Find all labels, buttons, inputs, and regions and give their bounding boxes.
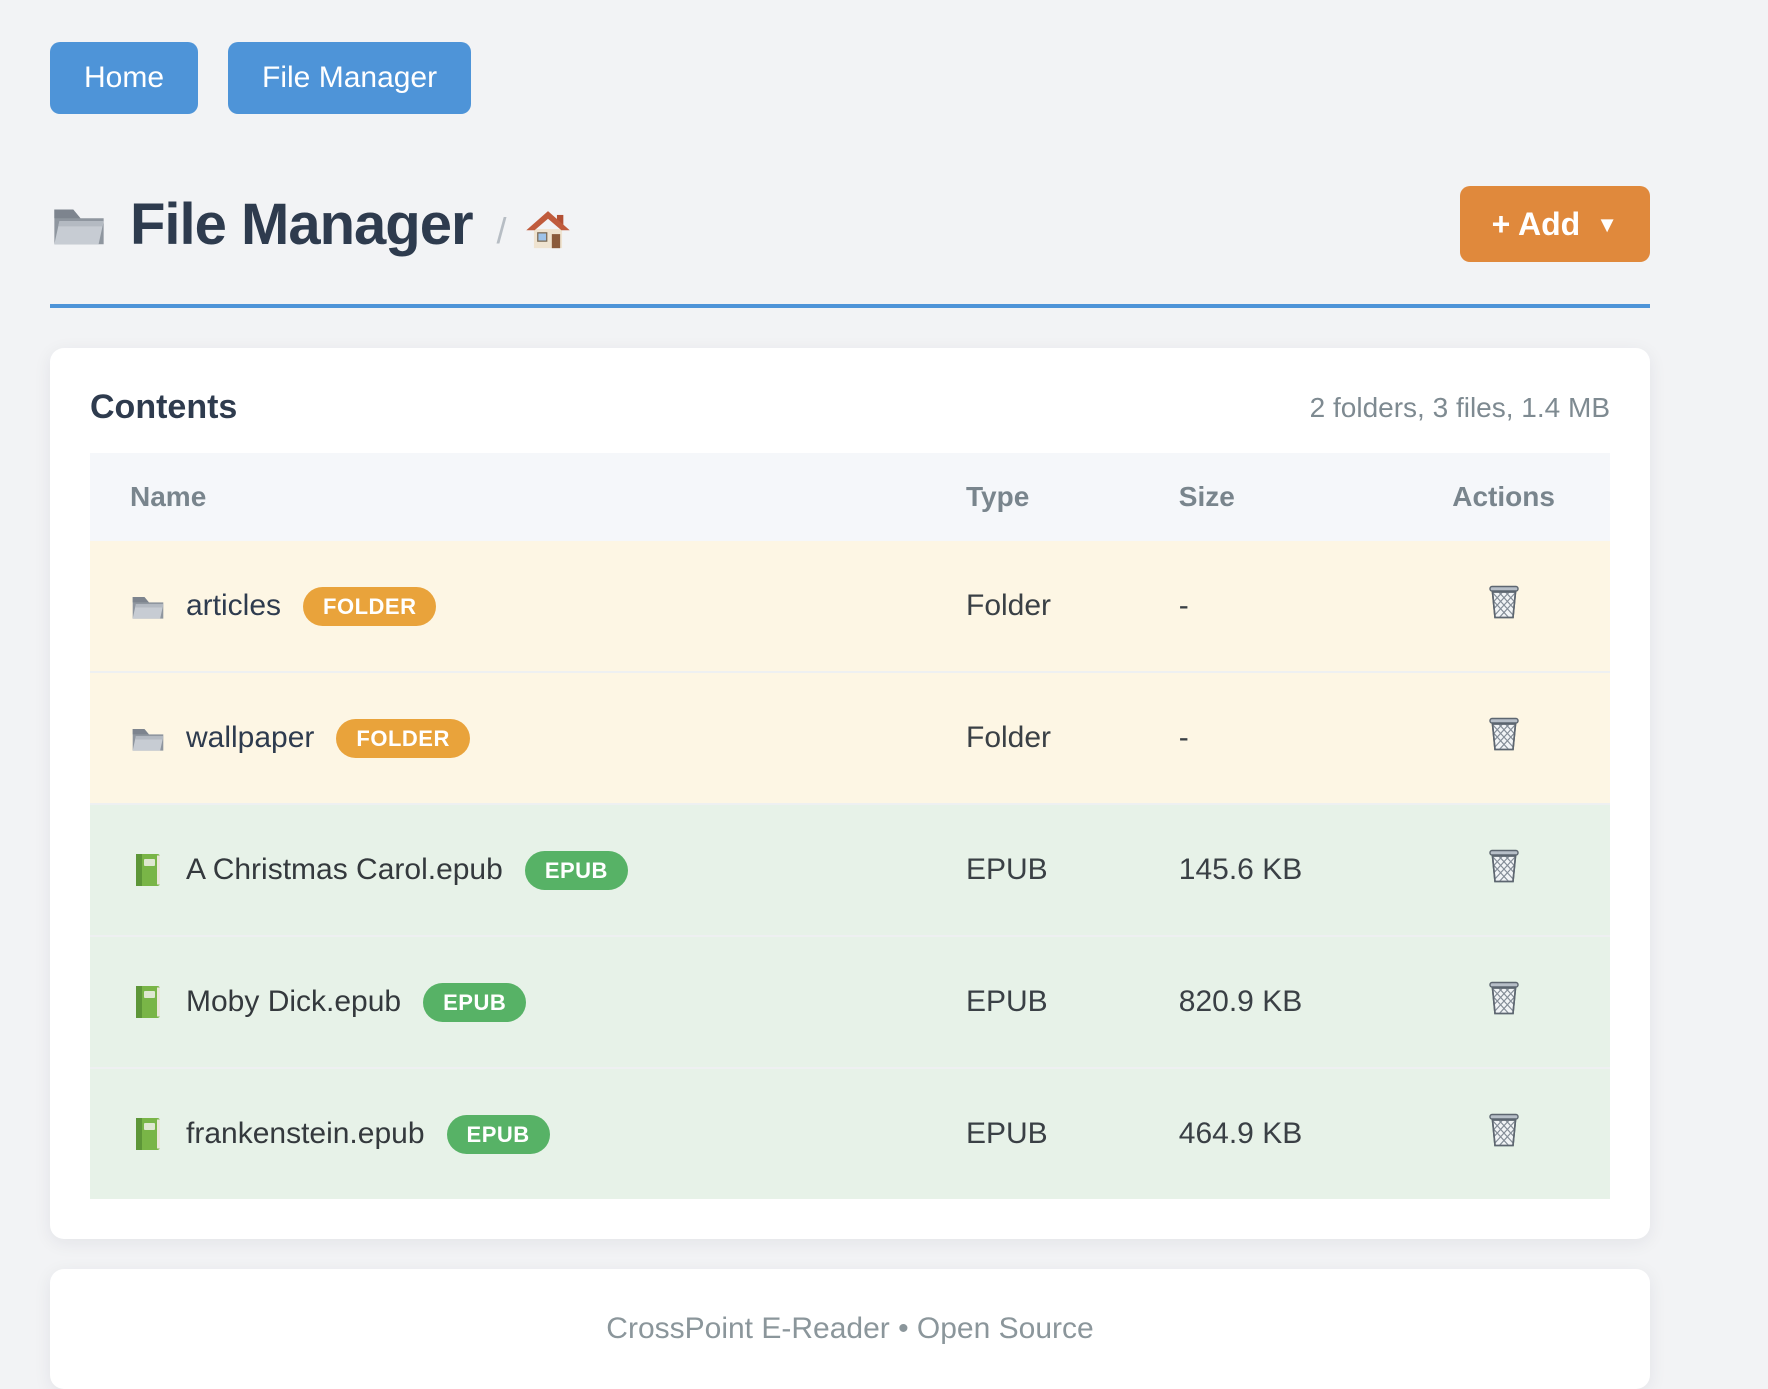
folder-icon: [54, 209, 104, 245]
add-button[interactable]: + Add ▼: [1459, 186, 1650, 262]
title-divider: [50, 304, 1650, 308]
add-button-label: + Add: [1491, 206, 1581, 242]
trash-icon: [1486, 715, 1522, 753]
size-cell: 464.9 KB: [1138, 1067, 1398, 1199]
footer: CrossPoint E-Reader • Open Source: [50, 1269, 1650, 1389]
house-icon: [525, 210, 570, 249]
file-name-link[interactable]: frankenstein.epub: [186, 1117, 425, 1150]
trash-icon: [1486, 583, 1522, 621]
page-title: File Manager: [130, 191, 474, 257]
table-header-row: Name Type Size Actions: [90, 453, 1610, 541]
contents-card-header: Contents 2 folders, 3 files, 1.4 MB: [90, 388, 1610, 427]
size-cell: -: [1138, 671, 1398, 804]
book-icon: [136, 854, 160, 886]
folder-badge: FOLDER: [336, 718, 470, 758]
delete-button[interactable]: [1486, 847, 1522, 885]
file-name-link[interactable]: A Christmas Carol.epub: [186, 853, 503, 886]
file-table: Name Type Size Actions articles FOLDER: [90, 453, 1610, 1199]
size-cell: 820.9 KB: [1138, 935, 1398, 1068]
column-header-actions: Actions: [1397, 453, 1610, 541]
table-row: wallpaper FOLDER Folder -: [90, 671, 1610, 804]
epub-badge: EPUB: [446, 1114, 550, 1154]
title-group: File Manager /: [50, 191, 571, 258]
nav-file-manager-button[interactable]: File Manager: [228, 42, 472, 114]
page-container: Home File Manager File Manager / + Add ▼…: [50, 0, 1650, 1389]
delete-button[interactable]: [1486, 583, 1522, 621]
footer-text: CrossPoint E-Reader • Open Source: [606, 1312, 1094, 1345]
folder-name-link[interactable]: wallpaper: [186, 721, 315, 754]
column-header-size: Size: [1138, 453, 1398, 541]
folder-icon: [132, 597, 164, 619]
page-header: File Manager / + Add ▼: [50, 186, 1650, 262]
type-cell: Folder: [926, 541, 1139, 672]
delete-button[interactable]: [1486, 1111, 1522, 1149]
book-icon: [136, 986, 160, 1018]
table-row: articles FOLDER Folder -: [90, 541, 1610, 672]
table-row: A Christmas Carol.epub EPUB EPUB 145.6 K…: [90, 803, 1610, 936]
top-nav: Home File Manager: [50, 42, 1650, 114]
trash-icon: [1486, 847, 1522, 885]
type-cell: EPUB: [926, 1067, 1139, 1199]
size-cell: 145.6 KB: [1138, 803, 1398, 936]
file-name-link[interactable]: Moby Dick.epub: [186, 985, 402, 1018]
folder-icon: [132, 729, 164, 751]
breadcrumb-separator: /: [496, 210, 507, 251]
epub-badge: EPUB: [423, 982, 527, 1022]
size-cell: -: [1138, 541, 1398, 672]
nav-home-button[interactable]: Home: [50, 42, 199, 114]
trash-icon: [1486, 979, 1522, 1017]
table-row: frankenstein.epub EPUB EPUB 464.9 KB: [90, 1067, 1610, 1199]
type-cell: EPUB: [926, 935, 1139, 1068]
caret-down-icon: ▼: [1596, 212, 1618, 237]
contents-summary: 2 folders, 3 files, 1.4 MB: [1309, 391, 1610, 423]
column-header-name: Name: [90, 453, 926, 541]
delete-button[interactable]: [1486, 979, 1522, 1017]
table-row: Moby Dick.epub EPUB EPUB 820.9 KB: [90, 935, 1610, 1068]
trash-icon: [1486, 1111, 1522, 1149]
column-header-type: Type: [926, 453, 1139, 541]
book-icon: [136, 1118, 160, 1150]
type-cell: Folder: [926, 671, 1139, 804]
epub-badge: EPUB: [524, 850, 628, 890]
folder-name-link[interactable]: articles: [186, 589, 282, 622]
folder-badge: FOLDER: [303, 586, 437, 626]
breadcrumb-home-link[interactable]: [525, 207, 571, 251]
contents-card: Contents 2 folders, 3 files, 1.4 MB Name…: [50, 348, 1650, 1239]
type-cell: EPUB: [926, 803, 1139, 936]
delete-button[interactable]: [1486, 715, 1522, 753]
contents-heading: Contents: [90, 388, 238, 426]
